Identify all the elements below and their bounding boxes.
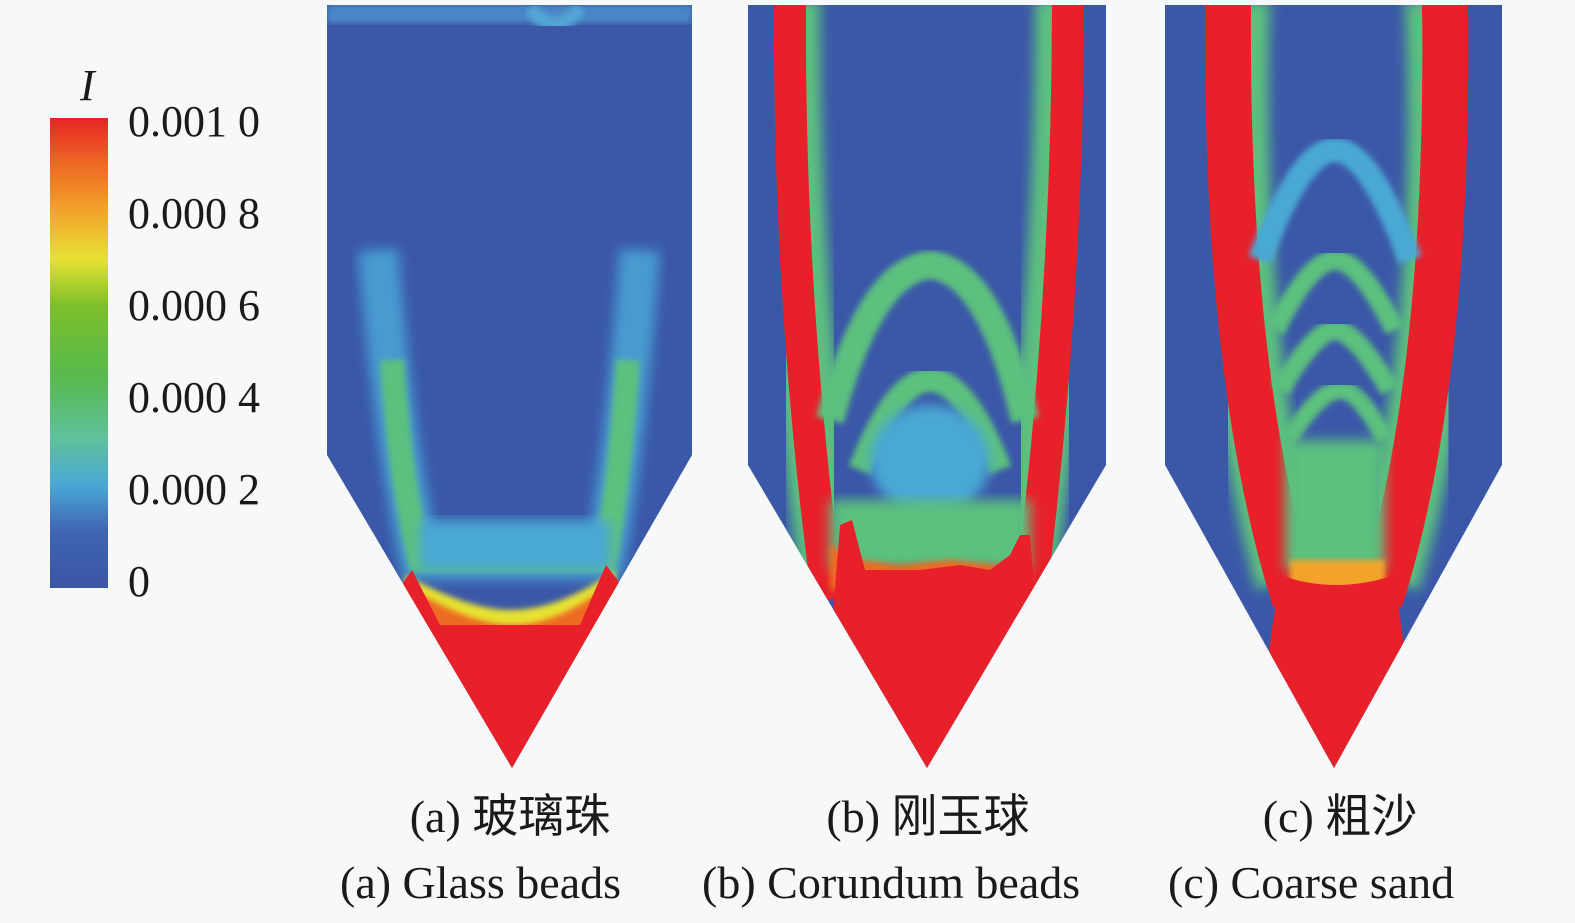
captions: (a) 玻璃珠 (b) 刚玉球 (c) 粗沙 (a) Glass beads (… (340, 791, 1454, 908)
caption-b-en: (b) Corundum beads (702, 857, 1080, 908)
colorbar-symbol: I (79, 61, 97, 110)
colorbar-tick-1: 0.001 0 (128, 97, 260, 146)
colorbar-gradient (50, 118, 108, 588)
caption-c-cn: (c) 粗沙 (1263, 791, 1418, 842)
colorbar-tick-5: 0.000 2 (128, 465, 260, 514)
colorbar-tick-4: 0.000 4 (128, 373, 260, 422)
colorbar-tick-3: 0.000 6 (128, 281, 260, 330)
colorbar-tick-2: 0.000 8 (128, 189, 260, 238)
colorbar: I 0.001 0 0.000 8 0.000 6 0.000 4 0.000 … (50, 61, 260, 606)
colorbar-tick-6: 0 (128, 557, 150, 606)
caption-b-cn: (b) 刚玉球 (826, 791, 1029, 842)
caption-a-en: (a) Glass beads (340, 857, 621, 908)
panel-c-contour (1165, 5, 1502, 768)
panel-a-contour (327, 5, 692, 768)
panel-b-contour (748, 5, 1106, 768)
caption-c-en: (c) Coarse sand (1168, 857, 1454, 908)
caption-a-cn: (a) 玻璃珠 (410, 791, 611, 842)
